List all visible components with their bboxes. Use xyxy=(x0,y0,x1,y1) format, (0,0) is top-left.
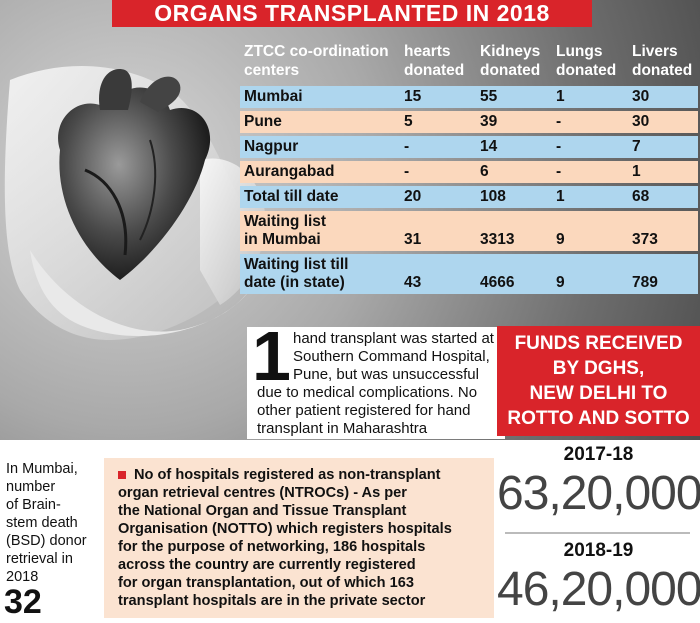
header-lungs: Lungs donated xyxy=(556,43,617,79)
cell-kidneys: 39 xyxy=(476,111,552,133)
table-row: Pune 5 39 - 30 xyxy=(240,111,698,133)
cell-livers: 30 xyxy=(628,111,698,133)
cell-hearts: 15 xyxy=(400,86,476,108)
cell-livers: 789 xyxy=(628,254,698,294)
funds-year-2: 2018-19 xyxy=(563,540,634,561)
row-label: Aurangabad xyxy=(240,161,400,183)
hand-transplant-number: 1 xyxy=(252,317,291,395)
row-label: Total till date xyxy=(240,186,400,208)
cell-lungs: - xyxy=(552,111,628,133)
cell-kidneys: 6 xyxy=(476,161,552,183)
table-row: Waiting list in Mumbai 31 3313 9 373 xyxy=(240,211,698,251)
table-header-row: ZTCC co-ordination centers hearts donated … xyxy=(240,40,698,83)
header-hearts: hearts donated xyxy=(404,43,465,79)
cell-kidneys: 4666 xyxy=(476,254,552,294)
header-kidneys: Kidneys donated xyxy=(480,43,541,79)
funds-amount-2: 46,20,000 xyxy=(497,563,700,616)
cell-livers: 7 xyxy=(628,136,698,158)
page-title: ORGANS TRANSPLANTED IN 2018 xyxy=(112,0,592,27)
ntroc-text: No of hospitals registered as non-transp… xyxy=(118,467,452,609)
cell-lungs: - xyxy=(552,136,628,158)
funds-amount-1: 63,20,000 xyxy=(497,467,700,520)
ntroc-panel xyxy=(104,458,494,618)
cell-kidneys: 55 xyxy=(476,86,552,108)
cell-lungs: - xyxy=(552,161,628,183)
square-bullet-icon xyxy=(118,471,126,480)
cell-hearts: 31 xyxy=(400,211,476,251)
bsd-number: 32 xyxy=(4,583,42,621)
cell-livers: 68 xyxy=(628,186,698,208)
cell-lungs: 1 xyxy=(552,186,628,208)
bsd-caption: In Mumbai, number of Brain- stem death (… xyxy=(6,461,87,585)
header-livers: Livers donated xyxy=(632,43,693,79)
cell-livers: 30 xyxy=(628,86,698,108)
cell-hearts: 20 xyxy=(400,186,476,208)
hand-transplant-text: hand transplant was started at Southern … xyxy=(257,330,494,437)
row-label: Waiting list till date (in state) xyxy=(240,254,400,294)
table-row: Waiting list till date (in state) 43 4666… xyxy=(240,254,698,294)
cell-hearts: - xyxy=(400,161,476,183)
row-label: Mumbai xyxy=(240,86,400,108)
hand-transplant-panel xyxy=(247,327,505,439)
table-row: Nagpur - 14 - 7 xyxy=(240,136,698,158)
funds-heading: FUNDS RECEIVED BY DGHS, NEW DELHI TO ROT… xyxy=(497,326,700,436)
cell-kidneys: 108 xyxy=(476,186,552,208)
funds-year-1: 2017-18 xyxy=(563,444,634,465)
table-row: Total till date 20 108 1 68 xyxy=(240,186,698,208)
cell-lungs: 9 xyxy=(552,211,628,251)
cell-lungs: 9 xyxy=(552,254,628,294)
cell-kidneys: 3313 xyxy=(476,211,552,251)
row-label: Waiting list in Mumbai xyxy=(240,211,400,251)
cell-kidneys: 14 xyxy=(476,136,552,158)
organs-table: ZTCC co-ordination centers hearts donated … xyxy=(240,37,698,297)
cell-livers: 1 xyxy=(628,161,698,183)
cell-livers: 373 xyxy=(628,211,698,251)
cell-lungs: 1 xyxy=(552,86,628,108)
table-row: Mumbai 15 55 1 30 xyxy=(240,86,698,108)
cell-hearts: 43 xyxy=(400,254,476,294)
row-label: Pune xyxy=(240,111,400,133)
row-label: Nagpur xyxy=(240,136,400,158)
header-centers: ZTCC co-ordination centers xyxy=(244,43,389,79)
table-row: Aurangabad - 6 - 1 xyxy=(240,161,698,183)
cell-hearts: - xyxy=(400,136,476,158)
funds-divider xyxy=(505,532,690,534)
cell-hearts: 5 xyxy=(400,111,476,133)
